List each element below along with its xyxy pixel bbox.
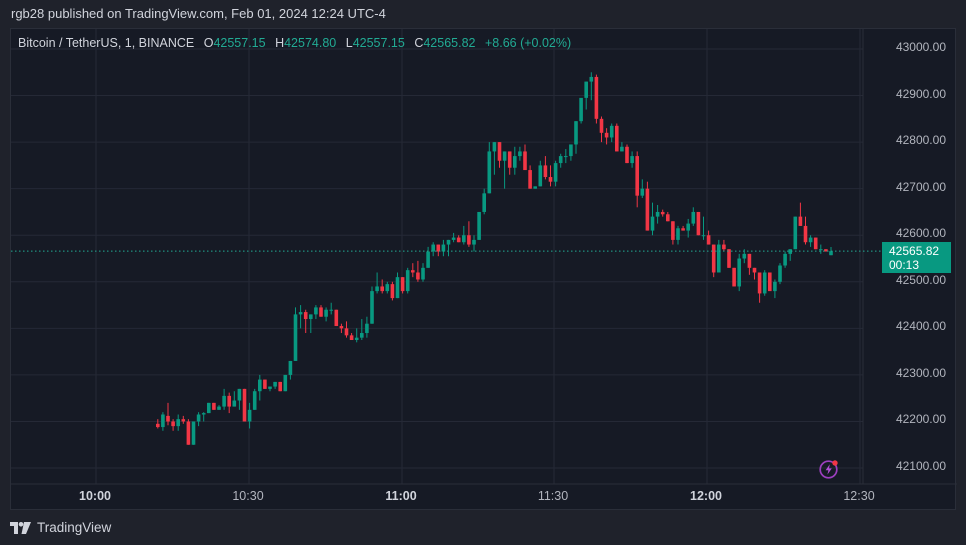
symbol-title[interactable]: Bitcoin / TetherUS, 1, BINANCE — [18, 36, 195, 50]
chart-panel[interactable] — [10, 28, 957, 511]
price-tick-label: 42500.00 — [895, 272, 946, 287]
time-tick-label: 11:30 — [537, 489, 569, 503]
last-price-badge: 42565.82 00:13 — [882, 242, 951, 273]
close-label: C — [414, 36, 424, 50]
time-tick-label: 12:30 — [843, 489, 875, 503]
last-price-value: 42565.82 — [889, 244, 940, 258]
price-tick-label: 42200.00 — [895, 412, 946, 427]
lightning-alert-icon[interactable] — [819, 459, 839, 479]
price-tick-label: 42100.00 — [895, 459, 946, 474]
candlestick-plot[interactable] — [11, 29, 957, 511]
tradingview-logo-icon — [10, 521, 31, 534]
price-tick-label: 42900.00 — [895, 86, 946, 101]
high-label: H — [275, 36, 285, 50]
price-tick-label: 42800.00 — [895, 133, 946, 148]
change-value: +8.66 (+0.02%) — [484, 36, 572, 50]
price-tick-label: 42600.00 — [895, 226, 946, 241]
open-label: O — [203, 36, 214, 50]
time-tick-label: 10:00 — [79, 489, 111, 503]
low-label: L — [345, 36, 353, 50]
price-tick-label: 42400.00 — [895, 319, 946, 334]
ohlc-legend: Bitcoin / TetherUS, 1, BINANCE O42557.15… — [18, 36, 571, 50]
time-tick-label: 12:00 — [690, 489, 722, 503]
price-tick-label: 42300.00 — [895, 365, 946, 380]
tradingview-logo[interactable]: TradingView — [10, 520, 111, 535]
close-value: 42565.82 — [423, 36, 476, 50]
price-tick-label: 42700.00 — [895, 179, 946, 194]
open-value: 42557.15 — [213, 36, 266, 50]
time-tick-label: 11:00 — [385, 489, 417, 503]
low-value: 42557.15 — [352, 36, 405, 50]
high-value: 42574.80 — [284, 36, 337, 50]
brand-name: TradingView — [37, 520, 112, 535]
bar-countdown: 00:13 — [889, 258, 920, 272]
published-line: rgb28 published on TradingView.com, Feb … — [11, 6, 386, 21]
price-tick-label: 43000.00 — [895, 40, 946, 54]
time-tick-label: 10:30 — [232, 489, 264, 503]
